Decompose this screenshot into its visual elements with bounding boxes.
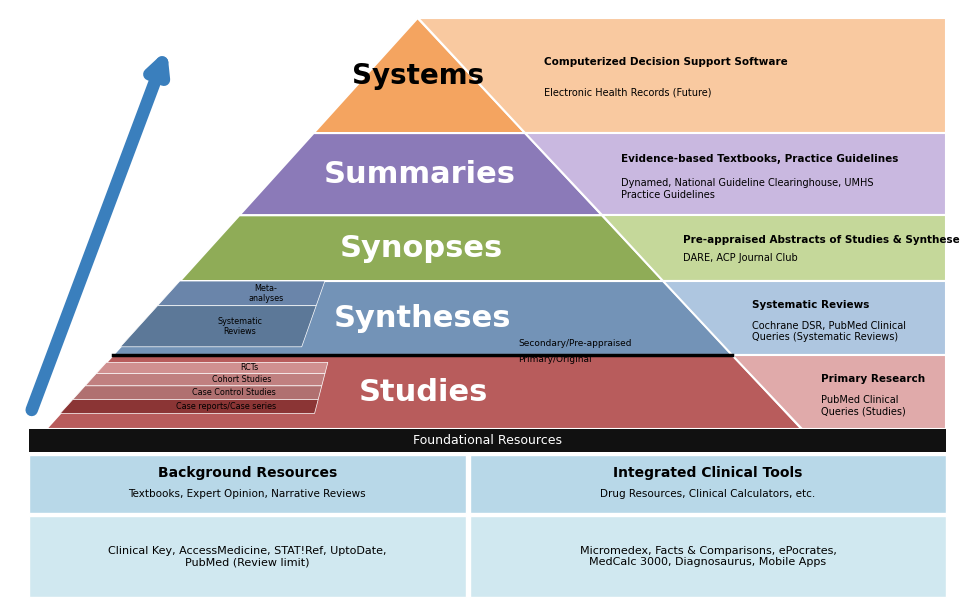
Text: Pre-appraised Abstracts of Studies & Syntheses: Pre-appraised Abstracts of Studies & Syn… bbox=[683, 235, 960, 245]
Polygon shape bbox=[732, 355, 946, 429]
Text: Summaries: Summaries bbox=[324, 160, 516, 188]
Text: Dynamed, National Guideline Clearinghouse, UMHS
Practice Guidelines: Dynamed, National Guideline Clearinghous… bbox=[621, 178, 874, 200]
Bar bbox=[29, 516, 466, 597]
Text: Primary/Original: Primary/Original bbox=[518, 355, 592, 364]
Text: DARE, ACP Journal Club: DARE, ACP Journal Club bbox=[683, 253, 798, 263]
Polygon shape bbox=[239, 133, 602, 215]
Polygon shape bbox=[60, 400, 318, 413]
Polygon shape bbox=[180, 215, 663, 281]
Bar bbox=[29, 429, 946, 452]
Text: Evidence-based Textbooks, Practice Guidelines: Evidence-based Textbooks, Practice Guide… bbox=[621, 154, 899, 164]
Text: Background Resources: Background Resources bbox=[157, 466, 337, 481]
Bar bbox=[470, 516, 946, 597]
Polygon shape bbox=[120, 305, 316, 347]
Polygon shape bbox=[157, 281, 324, 305]
Text: Systematic
Reviews: Systematic Reviews bbox=[217, 317, 262, 336]
Text: Drug Resources, Clinical Calculators, etc.: Drug Resources, Clinical Calculators, et… bbox=[600, 490, 816, 499]
Text: Level of Evidence: Level of Evidence bbox=[36, 175, 77, 297]
Text: Syntheses: Syntheses bbox=[333, 304, 511, 332]
Text: RCTs: RCTs bbox=[240, 364, 258, 373]
Text: Case Control Studies: Case Control Studies bbox=[192, 388, 276, 397]
Text: Cohort Studies: Cohort Studies bbox=[212, 375, 272, 384]
Polygon shape bbox=[418, 18, 946, 133]
Polygon shape bbox=[85, 374, 325, 386]
Text: Computerized Decision Support Software: Computerized Decision Support Software bbox=[544, 57, 788, 67]
Text: Meta-
analyses: Meta- analyses bbox=[248, 284, 283, 303]
Text: Foundational Resources: Foundational Resources bbox=[413, 434, 563, 447]
Bar bbox=[29, 455, 466, 513]
Text: Systematic Reviews: Systematic Reviews bbox=[752, 300, 869, 310]
Polygon shape bbox=[663, 281, 946, 355]
Text: Systems: Systems bbox=[352, 62, 485, 89]
Polygon shape bbox=[96, 362, 328, 374]
Text: Micromedex, Facts & Comparisons, ePocrates,
MedCalc 3000, Diagnosaurus, Mobile A: Micromedex, Facts & Comparisons, ePocrat… bbox=[580, 546, 836, 568]
Polygon shape bbox=[314, 18, 525, 133]
Polygon shape bbox=[46, 355, 802, 429]
Text: Primary Research: Primary Research bbox=[821, 374, 924, 383]
Polygon shape bbox=[73, 386, 322, 400]
Text: Integrated Clinical Tools: Integrated Clinical Tools bbox=[613, 466, 803, 481]
Text: Cochrane DSR, PubMed Clinical
Queries (Systematic Reviews): Cochrane DSR, PubMed Clinical Queries (S… bbox=[752, 320, 905, 342]
Text: Case reports/Case series: Case reports/Case series bbox=[176, 402, 276, 411]
Polygon shape bbox=[113, 281, 732, 355]
Polygon shape bbox=[602, 215, 946, 281]
Text: Studies: Studies bbox=[359, 377, 488, 407]
Bar bbox=[470, 455, 946, 513]
Polygon shape bbox=[525, 133, 946, 215]
Text: Electronic Health Records (Future): Electronic Health Records (Future) bbox=[544, 88, 711, 98]
Text: Textbooks, Expert Opinion, Narrative Reviews: Textbooks, Expert Opinion, Narrative Rev… bbox=[129, 490, 366, 499]
Text: Secondary/Pre-appraised: Secondary/Pre-appraised bbox=[518, 339, 632, 348]
Text: PubMed Clinical
Queries (Studies): PubMed Clinical Queries (Studies) bbox=[821, 395, 905, 416]
Text: Synopses: Synopses bbox=[340, 233, 503, 263]
Text: Clinical Key, AccessMedicine, STAT!Ref, UptoDate,
PubMed (Review limit): Clinical Key, AccessMedicine, STAT!Ref, … bbox=[108, 546, 387, 568]
